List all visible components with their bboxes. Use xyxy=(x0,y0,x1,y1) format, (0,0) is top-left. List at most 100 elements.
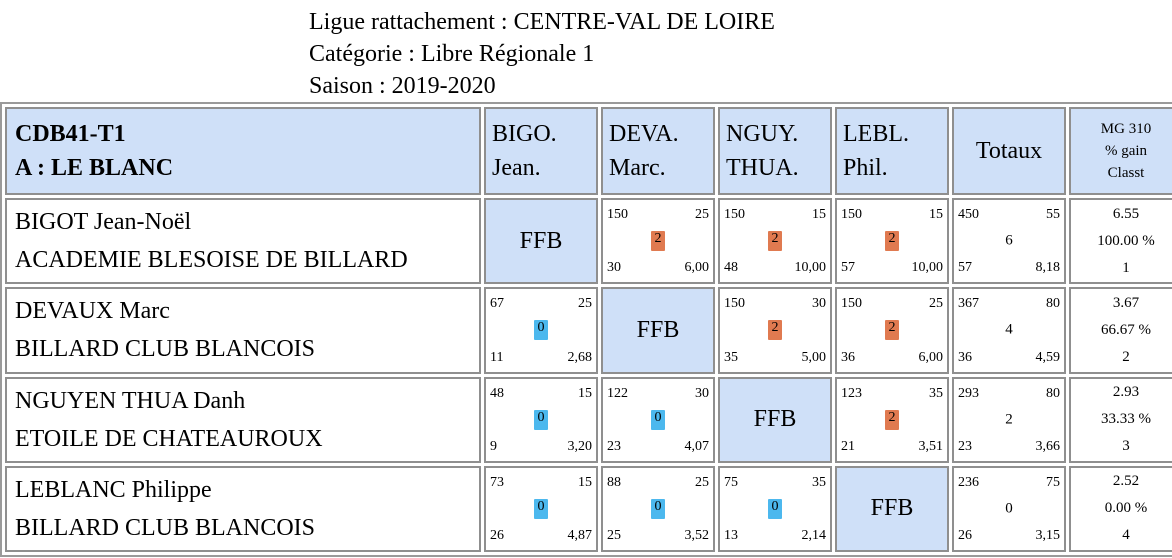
points-value: 123 xyxy=(841,385,862,401)
player-club: BILLARD CLUB BLANCOIS xyxy=(15,336,316,363)
average-value: 3,15 xyxy=(1035,528,1061,543)
target-value: 30 xyxy=(812,296,826,312)
target-value: 30 xyxy=(695,385,709,401)
points-value: 293 xyxy=(958,385,979,401)
target-value: 15 xyxy=(578,385,592,401)
category-line: Catégorie : Libre Régionale 1 xyxy=(309,41,595,67)
result-badge: 2 xyxy=(768,320,782,341)
points-value: 67 xyxy=(490,296,504,312)
match-cell: 150 25 2 36 6,00 xyxy=(835,287,949,374)
mg-value: 2.52 xyxy=(1112,473,1140,490)
mg-value: 6.55 xyxy=(1112,205,1140,222)
rank-label: Classt xyxy=(1107,165,1145,182)
result-wrap: 0 xyxy=(486,409,596,430)
innings-value: 36 xyxy=(958,349,972,365)
match-cell: 123 35 2 21 3,51 xyxy=(835,376,949,463)
result-wrap: 2 xyxy=(837,231,947,252)
points-value: 88 xyxy=(607,474,621,490)
totals-cell: 236 75 0 26 3,15 xyxy=(952,465,1066,552)
totals-cell: 450 55 6 57 8,18 xyxy=(952,198,1066,285)
innings-value: 13 xyxy=(724,528,738,543)
average-value: 8,18 xyxy=(1035,260,1061,276)
player-club: ACADEMIE BLESOISE DE BILLARD xyxy=(15,247,408,274)
page-header: Ligue rattachement : CENTRE-VAL DE LOIRE… xyxy=(309,6,775,102)
result-wrap: 0 xyxy=(486,320,596,341)
result-badge: 0 xyxy=(768,498,782,519)
result-wrap: 0 xyxy=(486,498,596,519)
column-header-first: THUA. xyxy=(726,155,799,182)
average-value: 4,59 xyxy=(1035,349,1061,365)
average-value: 6,00 xyxy=(918,349,944,365)
player-cell: NGUYEN THUA Danh ETOILE DE CHATEAUROUX xyxy=(5,376,481,463)
mg-label: MG 310 xyxy=(1100,121,1152,138)
totals-cell: 293 80 2 23 3,66 xyxy=(952,376,1066,463)
result-wrap: 2 xyxy=(954,411,1064,428)
result-total: 6 xyxy=(1005,232,1013,249)
result-wrap: 2 xyxy=(720,320,830,341)
points-value: 236 xyxy=(958,474,979,490)
result-badge: 0 xyxy=(534,498,548,519)
column-header-first: Phil. xyxy=(843,155,888,182)
points-value: 150 xyxy=(724,207,745,223)
target-value: 25 xyxy=(695,474,709,490)
points-value: 73 xyxy=(490,474,504,490)
match-cell: 150 30 2 35 5,00 xyxy=(718,287,832,374)
rank-value: 1 xyxy=(1122,259,1130,276)
result-badge: 2 xyxy=(651,231,665,252)
match-cell: 122 30 0 23 4,07 xyxy=(601,376,715,463)
points-value: 75 xyxy=(724,474,738,490)
points-value: 150 xyxy=(841,296,862,312)
target-value: 25 xyxy=(695,207,709,223)
innings-value: 57 xyxy=(841,260,855,276)
gain-value: 0.00 % xyxy=(1104,500,1148,517)
innings-value: 57 xyxy=(958,260,972,276)
player-cell: DEVAUX Marc BILLARD CLUB BLANCOIS xyxy=(5,287,481,374)
points-value: 150 xyxy=(607,207,628,223)
average-value: 10,00 xyxy=(794,260,827,276)
season-line: Saison : 2019-2020 xyxy=(309,73,496,99)
match-cell: 150 15 2 48 10,00 xyxy=(718,198,832,285)
match-cell: 73 15 0 26 4,87 xyxy=(484,465,598,552)
result-badge: 2 xyxy=(885,409,899,430)
column-header-3: LEBL. Phil. xyxy=(835,107,949,196)
result-badge: 2 xyxy=(885,231,899,252)
gain-value: 33.33 % xyxy=(1101,411,1151,428)
result-badge: 0 xyxy=(651,409,665,430)
target-value: 25 xyxy=(578,296,592,312)
innings-value: 21 xyxy=(841,438,855,454)
column-header-2: NGUY. THUA. xyxy=(718,107,832,196)
innings-value: 35 xyxy=(724,349,738,365)
rank-value: 2 xyxy=(1122,348,1130,365)
player-club: BILLARD CLUB BLANCOIS xyxy=(15,514,316,541)
rank-value: 4 xyxy=(1122,527,1130,544)
points-value: 48 xyxy=(490,385,504,401)
target-value: 15 xyxy=(929,207,943,223)
team-code: CDB41-T1 xyxy=(15,121,126,148)
target-value: 75 xyxy=(1046,474,1060,490)
player-name: LEBLANC Philippe xyxy=(15,476,212,503)
match-cell: 88 25 0 25 3,52 xyxy=(601,465,715,552)
target-value: 15 xyxy=(812,207,826,223)
result-total: 4 xyxy=(1005,321,1013,338)
target-value: 35 xyxy=(812,474,826,490)
average-value: 3,66 xyxy=(1035,438,1061,454)
mg-header: MG 310 % gain Classt xyxy=(1069,107,1172,196)
result-badge: 0 xyxy=(534,409,548,430)
table-row: DEVAUX Marc BILLARD CLUB BLANCOIS 67 25 0 11 2… xyxy=(5,287,1172,374)
team-name: A : LE BLANC xyxy=(15,155,174,182)
innings-value: 36 xyxy=(841,349,855,365)
innings-value: 11 xyxy=(490,349,504,365)
column-header-abbr: BIGO. xyxy=(492,121,557,148)
result-badge: 0 xyxy=(651,498,665,519)
league-line: Ligue rattachement : CENTRE-VAL DE LOIRE xyxy=(309,9,775,35)
average-value: 10,00 xyxy=(911,260,944,276)
match-cell: 48 15 0 9 3,20 xyxy=(484,376,598,463)
player-name: DEVAUX Marc xyxy=(15,298,170,325)
gain-value: 66.67 % xyxy=(1101,321,1151,338)
target-value: 80 xyxy=(1046,385,1060,401)
self-match-cell: FFB xyxy=(484,198,598,285)
self-match-cell: FFB xyxy=(718,376,832,463)
table-row: LEBLANC Philippe BILLARD CLUB BLANCOIS 73 1… xyxy=(5,465,1172,552)
result-wrap: 0 xyxy=(720,498,830,519)
average-value: 3,51 xyxy=(918,438,944,454)
